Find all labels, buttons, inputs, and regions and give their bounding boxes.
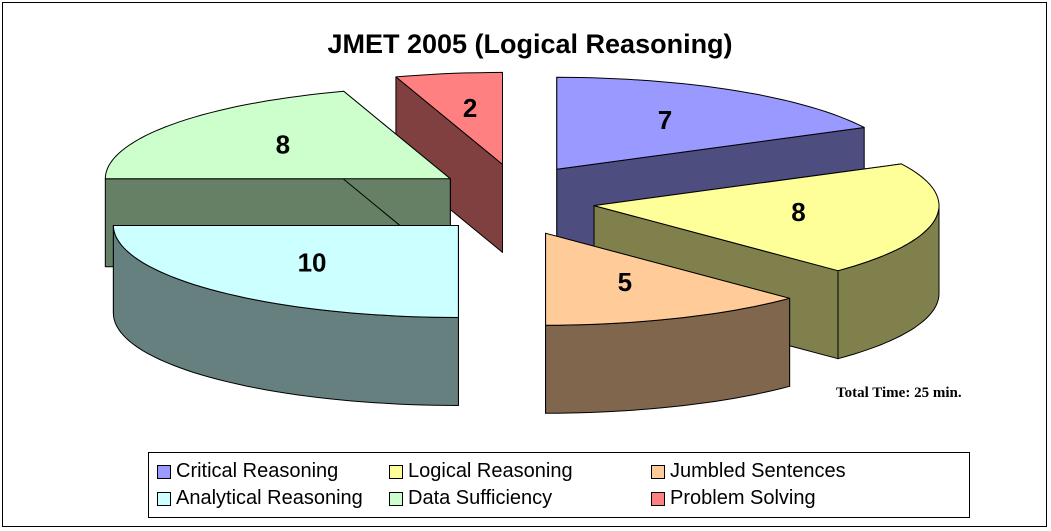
- slice: 5: [545, 232, 791, 414]
- data-label: 10: [298, 247, 327, 277]
- slice: [593, 163, 940, 272]
- legend-label: Jumbled Sentences: [670, 460, 846, 482]
- data-label: 7: [658, 105, 672, 135]
- legend-item: Problem Solving: [651, 485, 951, 512]
- slice: [104, 90, 451, 180]
- legend-item: Data Sufficiency: [389, 485, 651, 512]
- legend-item: Jumbled Sentences: [651, 458, 951, 485]
- legend-label: Critical Reasoning: [176, 460, 339, 482]
- slice: 10: [112, 225, 459, 406]
- legend-swatch: [157, 491, 171, 506]
- data-label: 5: [618, 267, 632, 297]
- legend-label: Data Sufficiency: [408, 487, 553, 509]
- legend-swatch: [157, 464, 171, 479]
- legend-item: Logical Reasoning: [389, 458, 651, 485]
- legend-item: Critical Reasoning: [157, 458, 389, 485]
- legend-label: Logical Reasoning: [408, 460, 573, 482]
- legend-item: Analytical Reasoning: [157, 485, 389, 512]
- data-label: 8: [791, 197, 805, 227]
- chart-title: JMET 2005 (Logical Reasoning): [327, 29, 732, 59]
- legend-swatch: [389, 491, 403, 506]
- legend-label: Problem Solving: [670, 487, 816, 509]
- slice: [545, 232, 791, 326]
- data-label: 8: [276, 129, 290, 159]
- legend-label: Analytical Reasoning: [176, 487, 363, 509]
- legend-swatch: [389, 464, 403, 479]
- slice: [556, 76, 865, 170]
- slice: [395, 71, 503, 165]
- legend-swatch: [651, 491, 665, 506]
- legend: Critical Reasoning Logical Reasoning Jumbl…: [148, 452, 970, 518]
- data-label: 2: [463, 93, 477, 123]
- legend-swatch: [651, 464, 665, 479]
- annotation: Total Time: 25 min.: [836, 385, 962, 401]
- slice: [112, 225, 459, 318]
- slice: 2: [395, 71, 503, 253]
